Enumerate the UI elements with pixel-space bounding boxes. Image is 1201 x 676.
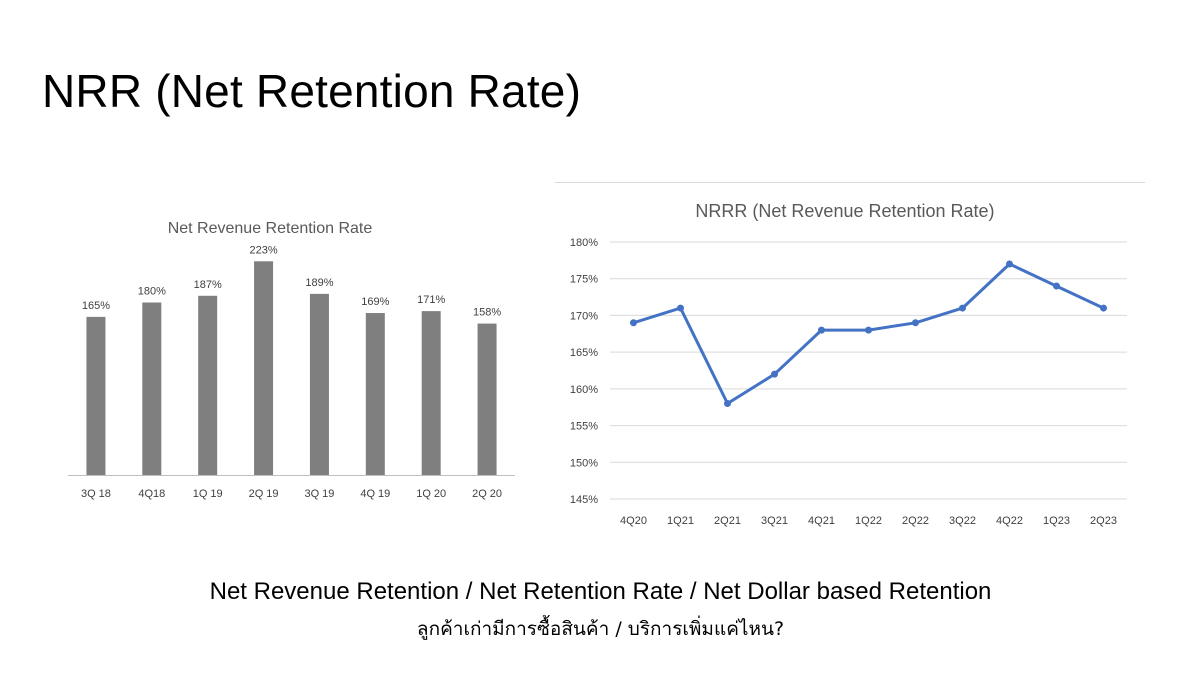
bar-chart: Net Revenue Retention Rate 165% 3Q 18 180%…: [60, 205, 520, 510]
line-point: [1100, 304, 1107, 312]
line-chart-svg: NRRR (Net Revenue Retention Rate) 180% 17…: [570, 201, 1127, 527]
bar-chart-title: Net Revenue Retention Rate: [168, 220, 373, 237]
line-point: [1053, 282, 1060, 290]
bar-chart-svg: Net Revenue Retention Rate 165% 3Q 18 180%…: [68, 220, 515, 500]
line-y-tick-label: 155%: [570, 421, 598, 433]
line-y-tick-label: 160%: [570, 384, 598, 396]
line-point: [677, 304, 684, 312]
line-point: [771, 370, 778, 378]
line-x-tick-label: 4Q21: [808, 515, 835, 527]
line-x-tick-label: 4Q22: [996, 515, 1023, 527]
bar: [86, 316, 106, 475]
line-point: [724, 400, 731, 408]
line-x-tick-label: 1Q21: [667, 515, 694, 527]
bar: [477, 323, 497, 475]
line-y-tick-label: 175%: [570, 274, 598, 286]
line-x-tick-label: 2Q23: [1090, 515, 1117, 527]
line-chart: NRRR (Net Revenue Retention Rate) 180% 17…: [555, 180, 1147, 530]
bar-x-tick-label: 3Q 18: [81, 488, 111, 500]
bar-x-tick-label: 2Q 19: [249, 488, 279, 500]
line-x-tick-label: 3Q21: [761, 515, 788, 527]
bar-x-tick-label: 1Q 19: [193, 488, 223, 500]
line-y-tick-label: 170%: [570, 310, 598, 322]
line-x-tick-label: 1Q23: [1043, 515, 1070, 527]
line-point: [959, 304, 966, 312]
footer-thai-caption: ลูกค้าเก่ามีการซื้อสินค้า / บริการเพิ่มแ…: [416, 618, 785, 640]
footer-caption: Net Revenue Retention / Net Retention Ra…: [209, 578, 992, 605]
bar-data-label: 223%: [249, 244, 277, 256]
line-x-tick-label: 2Q22: [902, 515, 929, 527]
line-x-tick-label: 3Q22: [949, 515, 976, 527]
bar: [142, 302, 162, 475]
line-point: [818, 326, 825, 334]
line-x-tick-label: 4Q20: [620, 515, 647, 527]
bar-x-tick-label: 4Q18: [138, 488, 165, 500]
bar-x-tick-label: 4Q 19: [360, 488, 390, 500]
bar-data-label: 187%: [194, 279, 222, 291]
slide-title: NRR (Net Retention Rate): [42, 65, 582, 117]
bar: [254, 261, 274, 475]
line-chart-title: NRRR (Net Revenue Retention Rate): [695, 201, 994, 221]
bar: [365, 313, 385, 475]
line-y-tick-label: 165%: [570, 347, 598, 359]
bar-data-label: 171%: [417, 294, 445, 306]
line-x-tick-label: 2Q21: [714, 515, 741, 527]
bar-data-label: 158%: [473, 307, 501, 319]
line-series: [633, 262, 1105, 405]
bar-x-tick-label: 2Q 20: [472, 488, 502, 500]
bar-x-tick-label: 3Q 19: [304, 488, 334, 500]
line-chart-frame: [555, 182, 1145, 183]
bar: [198, 295, 218, 475]
line-y-tick-label: 145%: [570, 494, 598, 506]
bar-x-tick-label: 1Q 20: [416, 488, 446, 500]
line-point: [630, 319, 637, 327]
line-x-tick-label: 1Q22: [855, 515, 882, 527]
bar-data-label: 165%: [82, 300, 110, 312]
line-y-tick-label: 180%: [570, 237, 598, 249]
line-point: [865, 326, 872, 334]
line-point: [1006, 260, 1013, 268]
line-point: [912, 319, 919, 327]
line-y-tick-label: 150%: [570, 457, 598, 469]
bar: [421, 311, 441, 475]
bar-data-label: 189%: [305, 277, 333, 289]
bar-data-label: 180%: [138, 286, 166, 298]
bar-data-label: 169%: [361, 296, 389, 308]
bar: [309, 293, 329, 475]
